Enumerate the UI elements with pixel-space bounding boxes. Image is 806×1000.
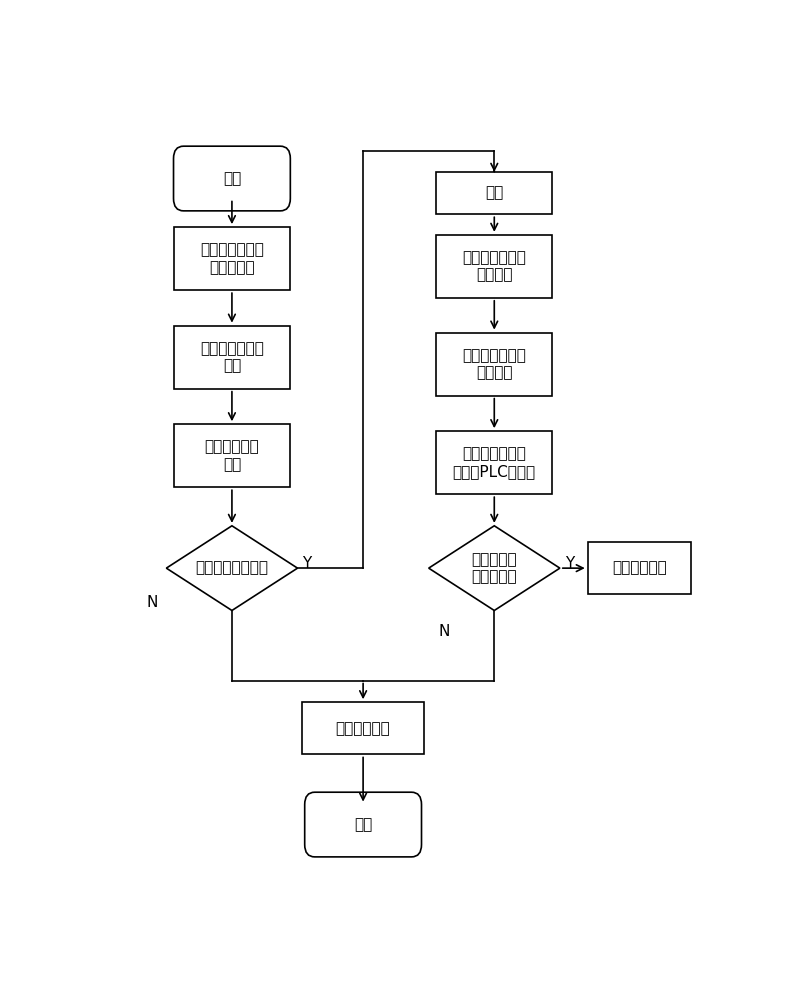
Text: 开始: 开始 <box>222 171 241 186</box>
Polygon shape <box>429 526 560 610</box>
Bar <box>437 431 552 494</box>
Text: 下料: 下料 <box>485 186 504 201</box>
Text: 分拣不良产品: 分拣不良产品 <box>336 721 390 736</box>
Bar <box>174 424 289 487</box>
FancyBboxPatch shape <box>173 146 290 211</box>
Bar <box>588 542 691 594</box>
Bar <box>174 326 289 389</box>
Bar <box>302 702 424 754</box>
Polygon shape <box>166 526 297 610</box>
Text: 送至排气设备: 送至排气设备 <box>612 561 667 576</box>
Bar <box>174 227 289 290</box>
Text: 位置是否在
允许误差内: 位置是否在 允许误差内 <box>472 552 517 584</box>
Bar <box>437 172 552 214</box>
Bar <box>437 235 552 298</box>
Text: 取下芯柱，送至
封口设备: 取下芯柱，送至 封口设备 <box>463 250 526 282</box>
Text: 计算芯柱位置并
反馈至PLC控制器: 计算芯柱位置并 反馈至PLC控制器 <box>453 446 536 479</box>
Text: 相机定位，计算
距离: 相机定位，计算 距离 <box>200 341 264 373</box>
Text: N: N <box>147 595 158 610</box>
Text: 计算误差值并
校正: 计算误差值并 校正 <box>205 440 260 472</box>
Text: 灯丝、芯柱送至
点焊工序位: 灯丝、芯柱送至 点焊工序位 <box>200 242 264 275</box>
Text: 灯丝是否在导丝处: 灯丝是否在导丝处 <box>195 561 268 576</box>
Text: 相机摄取图像，
提取特征: 相机摄取图像， 提取特征 <box>463 348 526 380</box>
Text: Y: Y <box>565 556 574 571</box>
Text: N: N <box>438 624 450 639</box>
Bar <box>437 333 552 396</box>
FancyBboxPatch shape <box>305 792 422 857</box>
Text: Y: Y <box>302 556 312 571</box>
Text: 返回: 返回 <box>354 817 372 832</box>
